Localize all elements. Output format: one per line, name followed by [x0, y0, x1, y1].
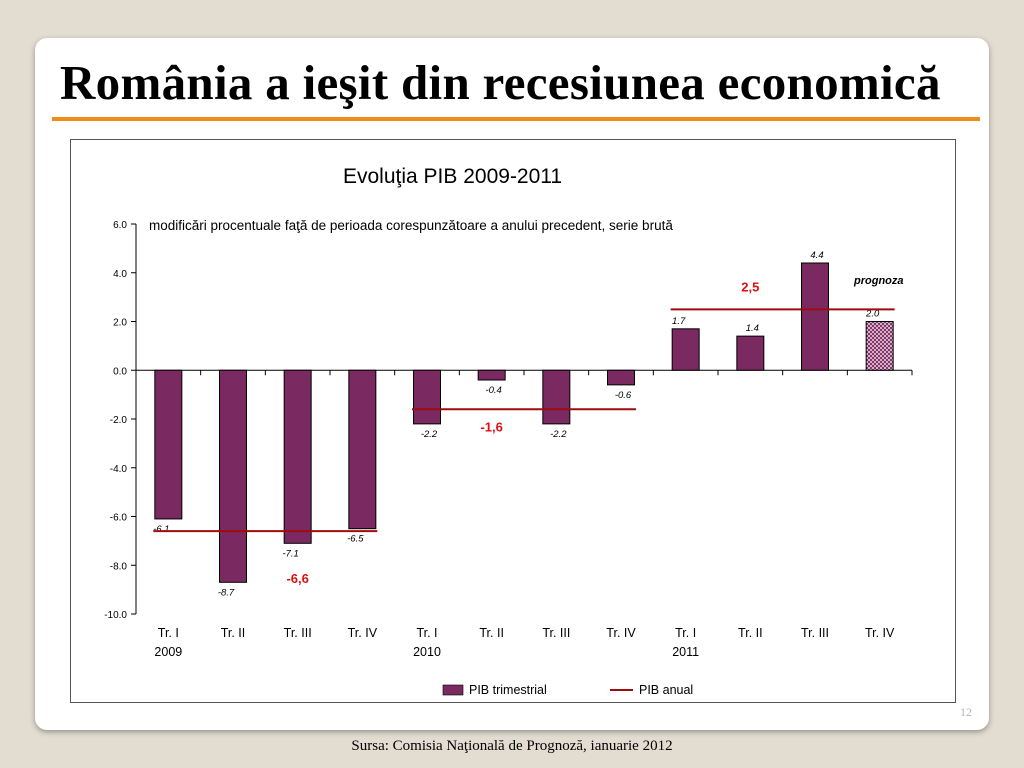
y-tick-label: 0.0 — [113, 366, 127, 377]
y-tick-label: 2.0 — [113, 318, 127, 329]
gdp-bar — [348, 369, 377, 530]
gdp-chart: Evoluţia PIB 2009-2011 modificări procent… — [104, 165, 913, 697]
gdp-bar — [736, 335, 765, 371]
gdp-bar — [154, 369, 183, 520]
x-category-label: Tr. II — [479, 626, 504, 640]
bar-value-label: 4.4 — [810, 250, 823, 261]
y-tick-label: -6.0 — [110, 513, 128, 524]
legend-bar-swatch — [442, 684, 464, 696]
x-year-label: 2010 — [413, 645, 441, 659]
bar-value-label: -6.1 — [153, 524, 169, 535]
legend-bar-label: PIB trimestrial — [469, 683, 547, 697]
bar-value-label: 2.0 — [865, 309, 880, 320]
y-tick-label: 4.0 — [113, 269, 127, 280]
x-category-label: Tr. I — [416, 626, 437, 640]
gdp-bar — [801, 262, 829, 371]
gdp-bar — [283, 369, 312, 544]
bar-value-label: -6.5 — [347, 534, 364, 545]
bar-value-label: -2.2 — [550, 429, 567, 440]
slide-title: România a ieşit din recesiunea economică — [60, 55, 941, 110]
bar-value-label: -8.7 — [218, 587, 235, 598]
chart-subtitle: modificări procentuale faţă de perioada … — [149, 218, 673, 233]
chart-frame: Evoluţia PIB 2009-2011 modificări procent… — [70, 139, 956, 703]
gdp-bar — [413, 369, 441, 425]
annual-gdp-label: 2,5 — [741, 279, 759, 294]
source-note: Sursa: Comisia Naţională de Prognoză, ia… — [351, 738, 673, 754]
y-tick-label: -8.0 — [110, 561, 128, 572]
x-category-label: Tr. IV — [606, 626, 636, 640]
y-tick-label: -2.0 — [110, 415, 128, 426]
y-tick-label: 6.0 — [113, 220, 127, 231]
bar-value-label: 1.4 — [746, 323, 759, 334]
x-category-label: Tr. I — [675, 626, 696, 640]
x-category-label: Tr. III — [801, 626, 829, 640]
forecast-annotation: prognoza — [853, 275, 904, 287]
gdp-bar — [542, 369, 571, 425]
x-category-label: Tr. II — [221, 626, 246, 640]
x-category-label: Tr. I — [158, 626, 179, 640]
forecast-bar — [865, 321, 894, 371]
y-tick-label: -10.0 — [104, 610, 127, 621]
x-category-label: Tr. III — [284, 626, 312, 640]
gdp-bar — [607, 369, 635, 386]
annual-gdp-label: -6,6 — [286, 571, 308, 586]
bar-value-label: 1.7 — [672, 316, 686, 327]
bar-value-label: -2.2 — [421, 429, 438, 440]
x-category-label: Tr. III — [542, 626, 570, 640]
gdp-bar — [477, 369, 506, 381]
x-year-label: 2009 — [154, 645, 182, 659]
x-category-label: Tr. II — [738, 626, 763, 640]
gdp-bar — [219, 369, 247, 583]
x-category-label: Tr. IV — [865, 626, 895, 640]
bar-value-label: -0.6 — [615, 390, 632, 401]
legend-line-label: PIB anual — [639, 683, 693, 697]
page-number: 12 — [960, 705, 972, 719]
gdp-bar — [671, 328, 700, 371]
bar-value-label: -7.1 — [282, 548, 298, 559]
chart-title: Evoluţia PIB 2009-2011 — [343, 165, 562, 188]
annual-gdp-label: -1,6 — [480, 419, 502, 434]
bar-value-label: -0.4 — [485, 385, 501, 396]
x-category-label: Tr. IV — [348, 626, 378, 640]
title-divider — [52, 117, 980, 121]
y-tick-label: -4.0 — [110, 464, 128, 475]
x-year-label: 2011 — [672, 645, 699, 659]
